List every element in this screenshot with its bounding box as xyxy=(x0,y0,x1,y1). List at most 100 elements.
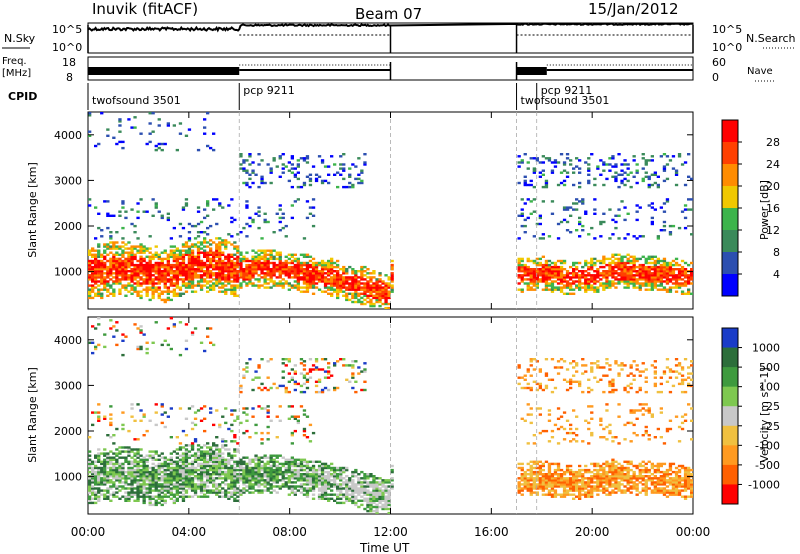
heatmap-cell xyxy=(124,479,128,482)
heatmap-cell xyxy=(236,487,240,490)
heatmap-cell xyxy=(544,288,549,291)
heatmap-cell xyxy=(227,241,231,244)
heatmap-cell xyxy=(112,276,116,279)
heatmap-cell xyxy=(363,274,367,277)
heatmap-cell xyxy=(296,268,300,271)
heatmap-cell xyxy=(242,161,246,164)
heatmap-cell xyxy=(327,475,331,478)
heatmap-cell xyxy=(311,431,316,435)
heatmap-cell xyxy=(193,263,198,267)
heatmap-cell xyxy=(118,265,122,269)
heatmap-cell xyxy=(565,282,570,285)
heatmap-cell xyxy=(517,487,521,490)
heatmap-cell xyxy=(662,165,667,168)
heatmap-cell xyxy=(544,278,549,281)
heatmap-cell xyxy=(535,159,539,162)
heatmap-cell xyxy=(263,280,267,283)
heatmap-cell xyxy=(124,263,128,267)
heatmap-cell xyxy=(175,464,179,468)
heatmap-cell xyxy=(172,257,176,261)
heatmap-cell xyxy=(166,468,170,472)
heatmap-cell xyxy=(136,284,140,287)
heatmap-cell xyxy=(526,268,530,271)
heatmap-cell xyxy=(305,157,310,160)
heatmap-cell xyxy=(348,288,352,291)
heatmap-cell xyxy=(272,468,276,472)
heatmap-cell xyxy=(641,153,645,156)
heatmap-cell xyxy=(184,268,189,271)
heatmap-cell xyxy=(130,261,134,265)
heatmap-cell xyxy=(190,444,195,447)
heatmap-cell xyxy=(369,501,373,505)
heatmap-cell xyxy=(320,280,325,283)
heatmap-cell xyxy=(142,249,146,252)
heatmap-cell xyxy=(181,257,186,261)
heatmap-cell xyxy=(254,265,258,269)
heatmap-cell xyxy=(236,274,240,277)
heatmap-cell xyxy=(565,208,570,211)
station-title: Inuvik (fitACF) xyxy=(92,0,198,18)
heatmap-cell xyxy=(260,249,264,252)
heatmap-cell xyxy=(314,460,319,463)
heatmap-cell xyxy=(635,280,639,283)
heatmap-cell xyxy=(387,290,391,293)
heatmap-cell xyxy=(175,452,179,455)
heatmap-cell xyxy=(145,142,149,146)
heatmap-cell xyxy=(124,483,128,486)
heatmap-cell xyxy=(181,481,186,484)
heatmap-cell xyxy=(348,167,352,170)
colorbar-segment xyxy=(722,186,738,209)
heatmap-cell xyxy=(378,304,382,308)
heatmap-cell xyxy=(112,243,116,246)
heatmap-cell xyxy=(647,278,651,281)
heatmap-cell xyxy=(196,448,201,451)
heatmap-cell xyxy=(172,276,176,279)
heatmap-cell xyxy=(94,347,98,351)
heatmap-cell xyxy=(121,477,125,480)
heatmap-cell xyxy=(215,198,219,201)
heatmap-cell xyxy=(532,157,536,160)
heatmap-cell xyxy=(266,376,270,379)
heatmap-cell xyxy=(520,290,524,293)
heatmap-cell xyxy=(299,468,304,472)
heatmap-cell xyxy=(327,292,331,295)
heatmap-cell xyxy=(327,263,331,267)
heatmap-cell xyxy=(308,274,313,277)
heatmap-cell xyxy=(103,251,107,254)
heatmap-cell xyxy=(139,491,143,494)
heatmap-cell xyxy=(387,294,391,297)
heatmap-cell xyxy=(650,220,654,224)
heatmap-cell xyxy=(233,218,237,222)
heatmap-cell xyxy=(602,169,606,172)
heatmap-cell xyxy=(323,495,328,498)
heatmap-cell xyxy=(635,274,639,277)
heatmap-cell xyxy=(142,268,146,271)
heatmap-cell xyxy=(133,268,137,271)
heatmap-cell xyxy=(130,284,134,287)
heatmap-cell xyxy=(314,380,319,383)
heatmap-cell xyxy=(602,272,606,275)
heatmap-cell xyxy=(272,265,276,269)
heatmap-cell xyxy=(626,257,630,261)
heatmap-cell xyxy=(115,460,119,463)
heatmap-cell xyxy=(190,282,195,285)
heatmap-cell xyxy=(121,450,125,453)
heatmap-cell xyxy=(136,475,140,478)
heatmap-cell xyxy=(387,499,391,502)
heatmap-cell xyxy=(363,499,367,502)
heatmap-cell xyxy=(181,206,186,209)
heatmap-cell xyxy=(523,481,527,484)
heatmap-cell xyxy=(224,245,228,248)
heatmap-cell xyxy=(91,411,95,414)
heatmap-cell xyxy=(272,477,276,480)
heatmap-cell xyxy=(269,483,273,486)
heatmap-cell xyxy=(559,278,564,281)
heatmap-cell xyxy=(181,489,186,492)
heatmap-cell xyxy=(251,491,255,494)
heatmap-cell xyxy=(139,270,143,273)
heatmap-cell xyxy=(218,247,222,250)
heatmap-cell xyxy=(178,468,183,472)
heatmap-cell xyxy=(290,473,294,476)
heatmap-cell xyxy=(526,282,530,285)
heatmap-cell xyxy=(206,200,210,203)
